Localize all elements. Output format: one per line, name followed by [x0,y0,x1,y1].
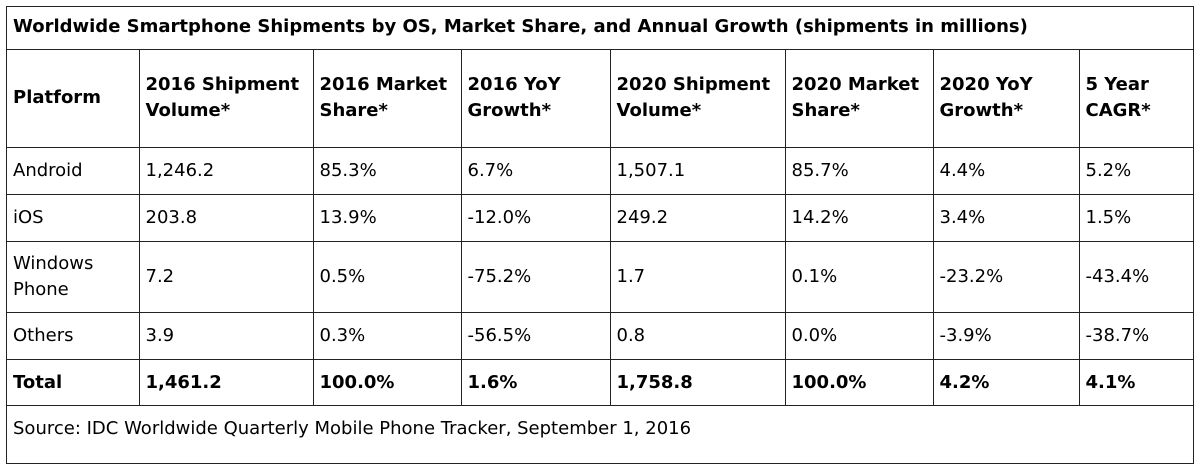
cell-2020-shipment-volume: 1,507.1 [610,147,786,195]
cell-2020-shipment-volume: 249.2 [610,194,786,242]
cell-2020-yoy-growth: -23.2% [933,241,1080,313]
cell-platform: Windows Phone [7,241,140,313]
cell-2020-yoy-growth: 3.4% [933,194,1080,242]
header-2016-shipment-volume: 2016 Shipment Volume* [139,50,314,148]
cell-2020-market-share: 85.7% [785,147,934,195]
table-row: Others 3.9 0.3% -56.5% 0.8 0.0% -3.9% -3… [7,312,1193,360]
header-platform: Platform [7,50,140,148]
cell-2016-yoy-growth: -12.0% [461,194,611,242]
cell-2016-market-share: 0.3% [313,312,462,360]
cell-2016-yoy-growth: 6.7% [461,147,611,195]
shipments-table: Platform 2016 Shipment Volume* 2016 Mark… [7,50,1193,406]
cell-2020-yoy-growth: 4.2% [933,359,1080,406]
cell-5-year-cagr: 1.5% [1079,194,1193,242]
cell-2016-market-share: 100.0% [313,359,462,406]
header-2016-yoy-growth: 2016 YoY Growth* [461,50,611,148]
cell-2020-market-share: 0.1% [785,241,934,313]
header-2020-yoy-growth: 2020 YoY Growth* [933,50,1080,148]
cell-2016-yoy-growth: -56.5% [461,312,611,360]
total-row: Total 1,461.2 100.0% 1.6% 1,758.8 100.0%… [7,359,1193,406]
cell-2020-shipment-volume: 1.7 [610,241,786,313]
table-row: Windows Phone 7.2 0.5% -75.2% 1.7 0.1% -… [7,241,1193,313]
cell-2016-shipment-volume: 7.2 [139,241,314,313]
cell-2020-yoy-growth: 4.4% [933,147,1080,195]
cell-2016-shipment-volume: 203.8 [139,194,314,242]
header-2020-market-share: 2020 Market Share* [785,50,934,148]
cell-5-year-cagr: 4.1% [1079,359,1193,406]
cell-2016-shipment-volume: 1,461.2 [139,359,314,406]
cell-platform: Others [7,312,140,360]
table-title: Worldwide Smartphone Shipments by OS, Ma… [7,7,1193,50]
cell-2020-market-share: 0.0% [785,312,934,360]
cell-platform: Total [7,359,140,406]
header-row: Platform 2016 Shipment Volume* 2016 Mark… [7,50,1193,148]
cell-2016-shipment-volume: 1,246.2 [139,147,314,195]
header-2016-market-share: 2016 Market Share* [313,50,462,148]
cell-2020-shipment-volume: 0.8 [610,312,786,360]
table-row: Android 1,246.2 85.3% 6.7% 1,507.1 85.7%… [7,147,1193,195]
cell-5-year-cagr: 5.2% [1079,147,1193,195]
source-note: Source: IDC Worldwide Quarterly Mobile P… [13,417,692,439]
cell-2020-yoy-growth: -3.9% [933,312,1080,360]
cell-platform: Android [7,147,140,195]
shipments-table-container: Worldwide Smartphone Shipments by OS, Ma… [6,6,1194,464]
header-2020-shipment-volume: 2020 Shipment Volume* [610,50,786,148]
cell-2020-market-share: 100.0% [785,359,934,406]
header-5-year-cagr: 5 Year CAGR* [1079,50,1193,148]
cell-5-year-cagr: -43.4% [1079,241,1193,313]
cell-2020-market-share: 14.2% [785,194,934,242]
cell-2016-yoy-growth: 1.6% [461,359,611,406]
table-row: iOS 203.8 13.9% -12.0% 249.2 14.2% 3.4% … [7,194,1193,242]
cell-2016-shipment-volume: 3.9 [139,312,314,360]
cell-2016-market-share: 85.3% [313,147,462,195]
cell-5-year-cagr: -38.7% [1079,312,1193,360]
cell-2020-shipment-volume: 1,758.8 [610,359,786,406]
cell-2016-market-share: 0.5% [313,241,462,313]
cell-2016-market-share: 13.9% [313,194,462,242]
cell-2016-yoy-growth: -75.2% [461,241,611,313]
cell-platform: iOS [7,194,140,242]
